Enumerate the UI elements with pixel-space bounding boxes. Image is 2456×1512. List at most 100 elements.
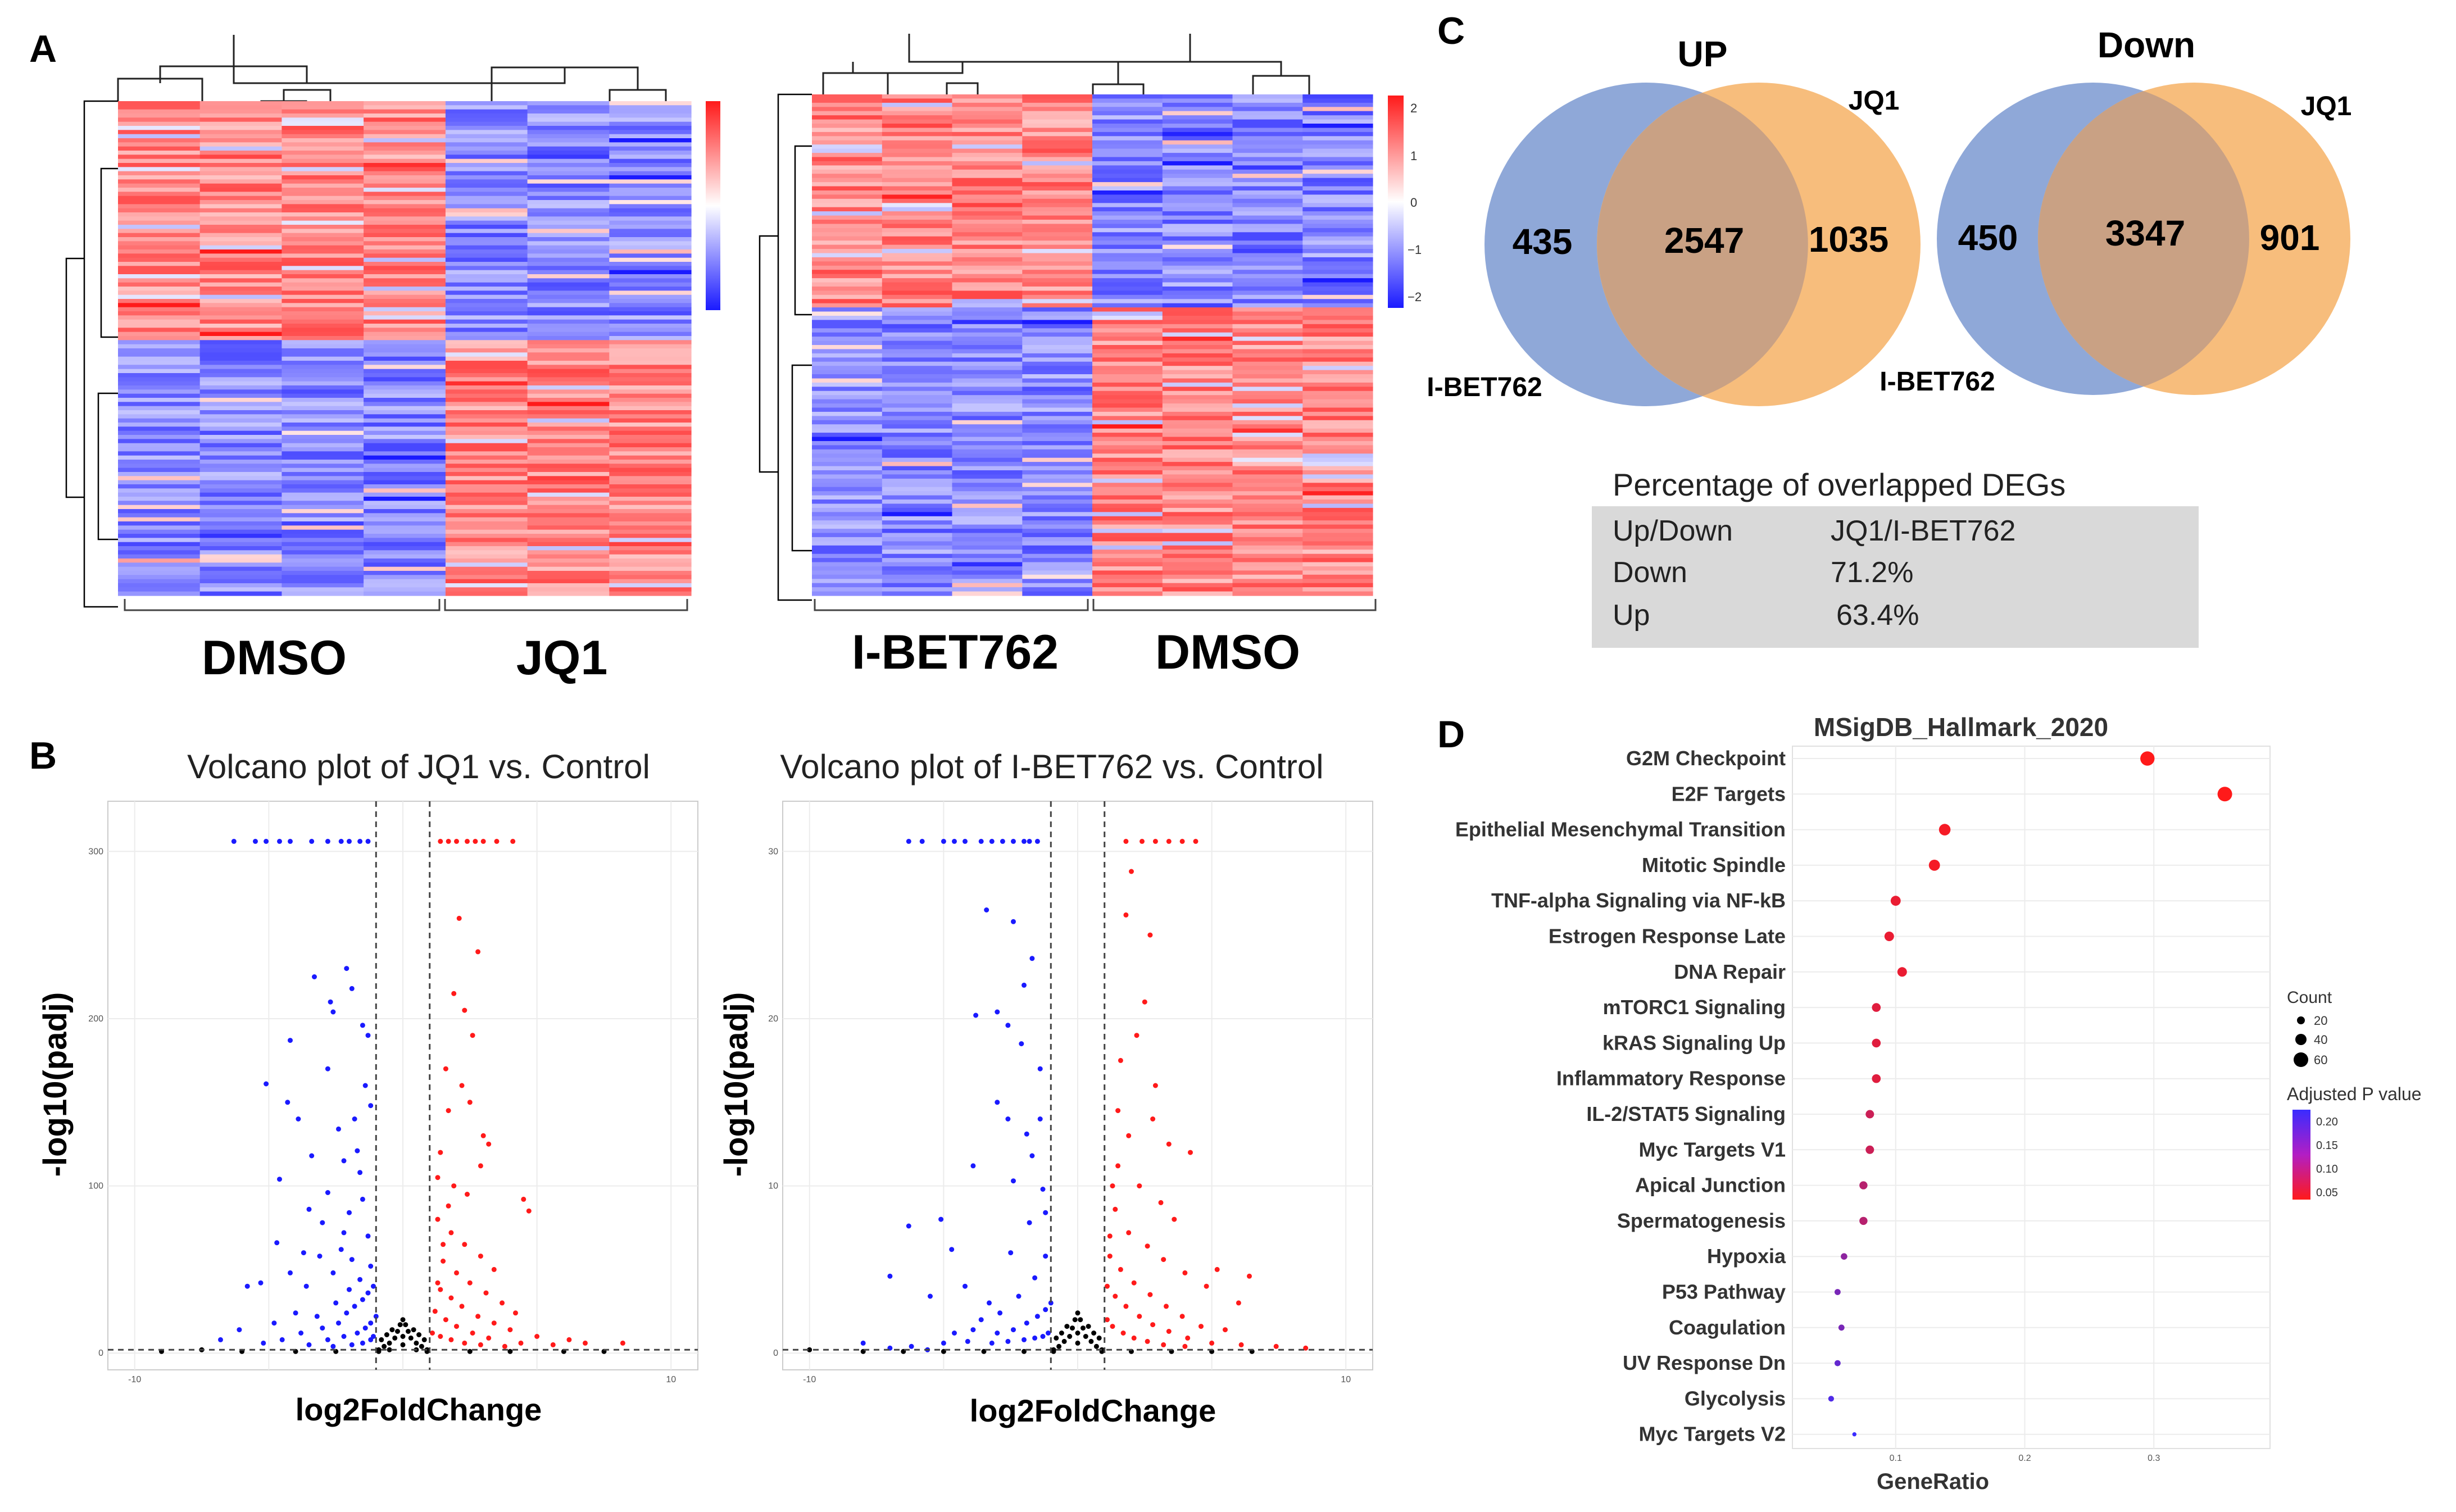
- heatmap-cell: [118, 410, 201, 415]
- heatmap-cell: [527, 361, 610, 365]
- heatmap-cell: [527, 571, 610, 575]
- heatmap-cell: [282, 121, 364, 126]
- heatmap-cell: [1302, 483, 1373, 488]
- heatmap-cell: [199, 591, 282, 596]
- heatmap-cell: [609, 472, 692, 476]
- heatmap-cell: [1232, 424, 1303, 429]
- heatmap-cell: [1302, 265, 1373, 270]
- heatmap-cell: [882, 282, 953, 287]
- volcano-point-up: [459, 1083, 465, 1088]
- heatmap-cell: [282, 566, 364, 571]
- heatmap-cell: [1162, 107, 1233, 112]
- volcano-point-down: [288, 838, 293, 844]
- volcano-point-down: [357, 1170, 363, 1175]
- heatmap-cell: [952, 553, 1023, 559]
- heatmap-cell: [1232, 558, 1303, 563]
- heatmap-cell: [1022, 449, 1093, 454]
- heatmap-cell: [199, 460, 282, 464]
- heatmap-cell: [609, 435, 692, 439]
- heatmap-cell: [282, 237, 364, 242]
- heatmap-cell: [952, 428, 1023, 433]
- heatmap-cell: [282, 307, 364, 312]
- heatmap-cell: [1302, 111, 1373, 116]
- heatmap-cell: [1092, 516, 1163, 521]
- heatmap-cell: [445, 158, 528, 164]
- heatmap-cell: [364, 167, 446, 172]
- heatmap-cell: [1232, 437, 1303, 442]
- heatmap-cell: [1302, 416, 1373, 421]
- volcano-point-down: [338, 838, 344, 844]
- heatmap-cell: [1092, 470, 1163, 475]
- volcano-point-ns: [1096, 1335, 1102, 1341]
- heatmap-cell: [1232, 253, 1303, 258]
- heatmap-cell: [1162, 186, 1233, 191]
- heatmap-cell: [882, 516, 953, 521]
- enrichment-point: [1828, 1396, 1834, 1402]
- heatmap-cell: [364, 488, 446, 493]
- panel-label-c: C: [1437, 10, 1465, 52]
- heatmap-cell: [1022, 553, 1093, 559]
- heatmap-cell: [445, 163, 528, 167]
- heatmap-cell: [882, 387, 953, 392]
- heatmap-cell: [952, 320, 1023, 325]
- heatmap-cell: [1302, 424, 1373, 429]
- heatmap-cell: [1302, 174, 1373, 179]
- heatmap-cell: [282, 550, 364, 555]
- heatmap-cell: [282, 513, 364, 518]
- volcano-point-down: [1022, 838, 1027, 844]
- heatmap-cell: [812, 186, 883, 191]
- heatmap-cell: [445, 356, 528, 361]
- heatmap-cell: [1232, 203, 1303, 208]
- heatmap-cell: [118, 311, 201, 316]
- heatmap-cell: [364, 249, 446, 254]
- heatmap-cell: [527, 113, 610, 118]
- volcano-ibet: Volcano plot of I-BET762 vs. Control 0 1…: [718, 748, 1373, 1428]
- heatmap-cell: [812, 157, 883, 162]
- heatmap-cell: [527, 525, 610, 530]
- volcano-point-ns: [1081, 1325, 1086, 1331]
- heatmap-cell: [199, 113, 282, 118]
- heatmap-cell: [527, 245, 610, 250]
- heatmap-cell: [445, 484, 528, 489]
- heatmap-cell: [527, 566, 610, 571]
- heatmap-cell: [1232, 553, 1303, 559]
- volcano-point-up: [1140, 838, 1145, 844]
- heatmap-cell: [199, 241, 282, 246]
- heatmap-cell: [118, 467, 201, 473]
- heatmap-cell: [812, 378, 883, 383]
- heatmap-cell: [445, 208, 528, 213]
- heatmap-cell: [199, 480, 282, 485]
- heatmap-cell: [812, 403, 883, 408]
- venn-down-value-only-ibet: 450: [1958, 217, 2018, 258]
- heatmap-cell: [282, 423, 364, 427]
- heatmap-cell: [812, 349, 883, 354]
- heatmap-cell: [527, 501, 610, 506]
- heatmap-cell: [609, 550, 692, 555]
- heatmap-cell: [118, 208, 201, 213]
- heatmap-cell: [1022, 433, 1093, 438]
- heatmap-cell: [118, 101, 201, 106]
- heatmap-cell: [282, 216, 364, 221]
- heatmap-cell: [1022, 407, 1093, 412]
- heatmap-cell: [1162, 433, 1233, 438]
- heatmap-cell: [1022, 453, 1093, 458]
- volcano-point-ns: [467, 1348, 473, 1354]
- heatmap-cell: [282, 311, 364, 316]
- heatmap-cell: [1092, 278, 1163, 283]
- heatmap-cell: [812, 324, 883, 329]
- heatmap-cell: [1232, 182, 1303, 187]
- heatmap-cell: [1162, 165, 1233, 170]
- heatmap-cell: [1092, 457, 1163, 462]
- heatmap-cell: [282, 175, 364, 180]
- heatmap-cell: [882, 537, 953, 542]
- heatmap-cell: [1302, 182, 1373, 187]
- heatmap-cell: [1232, 107, 1303, 112]
- heatmap-cell: [1232, 445, 1303, 450]
- heatmap-cell: [812, 374, 883, 379]
- enrichment-grid: [1792, 746, 2270, 1449]
- heatmap-cell: [952, 399, 1023, 404]
- heatmap-cell: [1232, 478, 1303, 483]
- heatmap-cell: [199, 476, 282, 481]
- heatmap-cell: [1162, 395, 1233, 400]
- heatmap-cell: [1232, 345, 1303, 349]
